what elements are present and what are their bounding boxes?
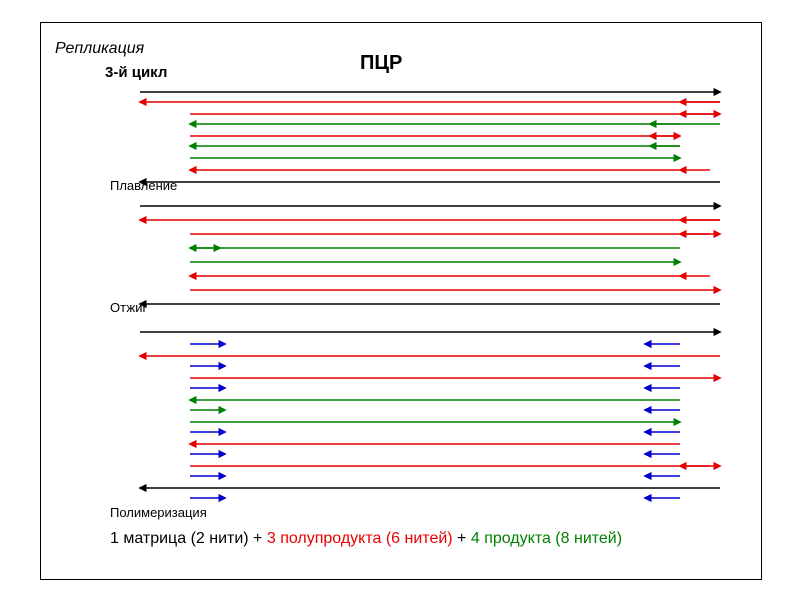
caption: 1 матрица (2 нити) + 3 полупродукта (6 н… — [110, 530, 622, 548]
label-melting: Плавление — [110, 178, 177, 193]
caption-part: 3 полупродукта (6 нитей) — [267, 530, 453, 547]
label-polymerization: Полимеризация — [110, 505, 207, 520]
label-annealing: Отжиг — [110, 300, 147, 315]
caption-part: + — [453, 530, 471, 547]
pcr-diagram — [40, 22, 760, 578]
caption-part: 4 продукта (8 нитей) — [471, 530, 622, 547]
caption-part: 1 матрица (2 нити) — [110, 530, 249, 547]
caption-part: + — [249, 530, 267, 547]
label-pcr: ПЦР — [360, 52, 402, 75]
label-cycle3: 3-й цикл — [105, 64, 167, 81]
label-replication: Репликация — [55, 40, 144, 58]
